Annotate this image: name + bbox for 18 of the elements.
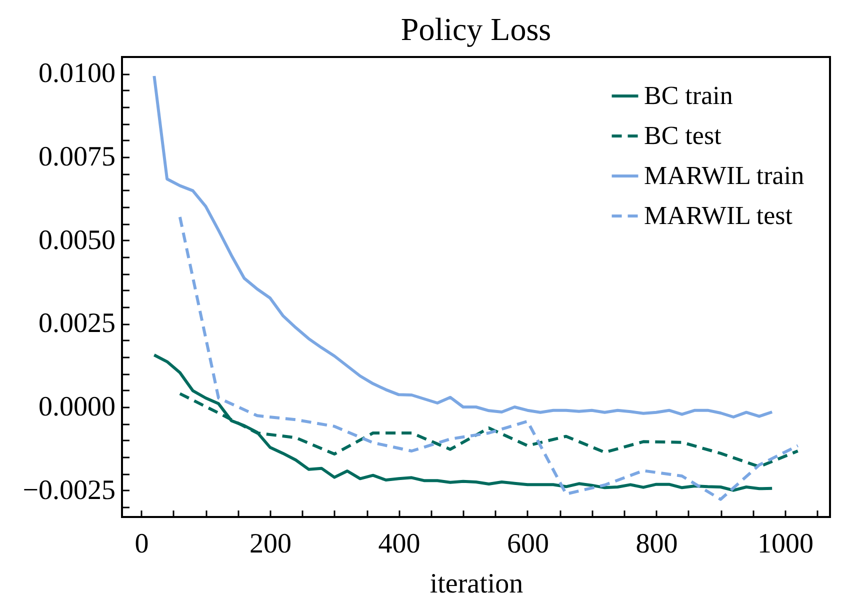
x-tick-label: 200 bbox=[250, 528, 292, 560]
x-tick-label: 600 bbox=[506, 528, 549, 560]
legend-label: MARWIL train bbox=[644, 161, 804, 190]
y-tick-label: 0.0000 bbox=[38, 392, 116, 422]
legend-label: MARWIL test bbox=[644, 201, 794, 230]
legend-label: BC train bbox=[644, 81, 733, 110]
y-tick-label: 0.0075 bbox=[38, 142, 116, 172]
legend-label: BC test bbox=[644, 121, 722, 150]
y-tick-label: −0.0025 bbox=[22, 474, 116, 506]
y-tick-label: 0.0025 bbox=[38, 308, 116, 340]
x-tick-label: 400 bbox=[378, 528, 420, 560]
x-tick-label: 800 bbox=[636, 528, 678, 560]
x-tick-label: 0 bbox=[134, 528, 149, 560]
chart-title: Policy Loss bbox=[400, 11, 552, 47]
x-axis-title: iteration bbox=[430, 568, 524, 600]
x-tick-label: 1000 bbox=[757, 528, 814, 560]
y-tick-label: 0.0050 bbox=[38, 224, 116, 256]
y-tick-label: 0.0100 bbox=[38, 58, 116, 90]
